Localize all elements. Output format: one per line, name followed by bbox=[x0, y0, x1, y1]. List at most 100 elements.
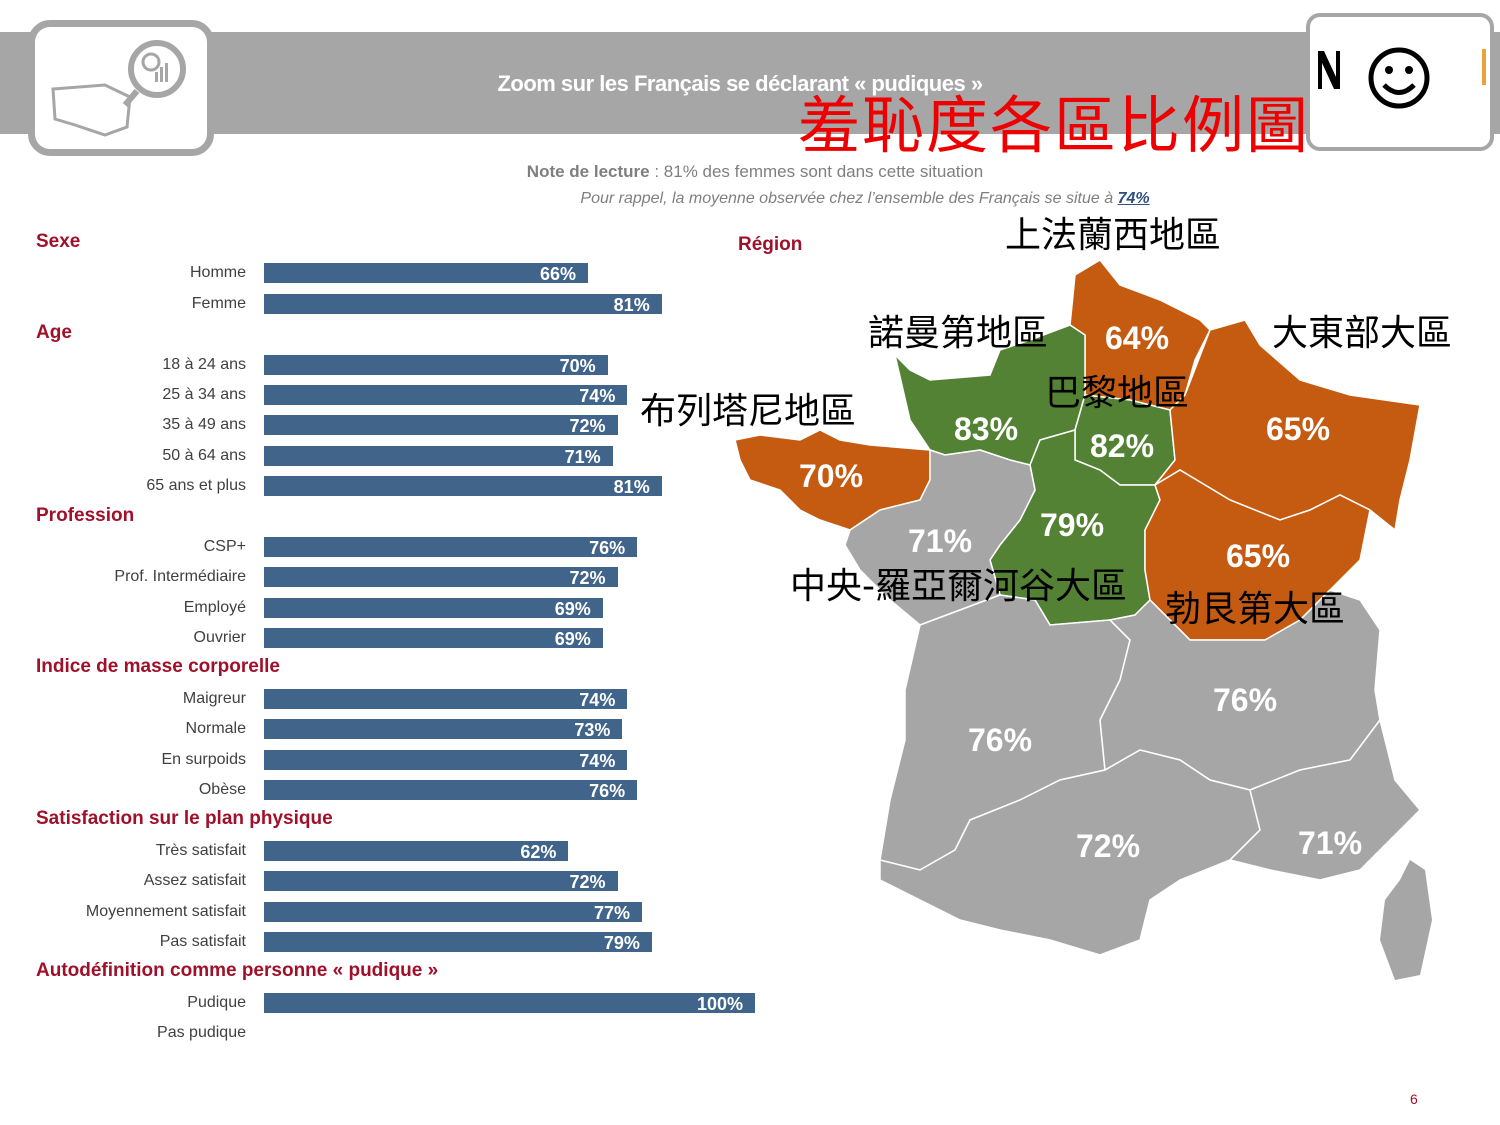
group-heading: Indice de masse corporelle bbox=[36, 656, 280, 678]
category-label: Maigreur bbox=[182, 689, 246, 707]
bar-value-label: 81% bbox=[613, 294, 650, 315]
bar-row: Ouvrier 69% bbox=[0, 623, 780, 653]
bar: 62% bbox=[264, 840, 569, 862]
reminder-text: Pour rappel, la moyenne observée chez l’… bbox=[580, 190, 1118, 207]
brand-accent-bar bbox=[1482, 49, 1486, 85]
bar: 72% bbox=[264, 567, 618, 589]
page-number: 6 bbox=[1410, 1091, 1418, 1107]
bar-value-label: 81% bbox=[613, 477, 650, 498]
category-label: Pudique bbox=[187, 993, 246, 1011]
category-label: Homme bbox=[189, 264, 246, 282]
bar: 81% bbox=[264, 293, 662, 315]
group-row: Profession bbox=[0, 502, 780, 532]
note-text: : 81% des femmes sont dans cette situati… bbox=[649, 162, 984, 181]
category-label: Pas pudique bbox=[157, 1024, 246, 1042]
region-value-label: 65% bbox=[1265, 411, 1331, 447]
region-annotation: 諾曼第地區 bbox=[868, 313, 1049, 354]
region-annotation: 大東部大區 bbox=[1272, 313, 1453, 354]
bar: 69% bbox=[264, 597, 603, 619]
group-heading: Profession bbox=[36, 504, 135, 526]
category-label: 35 à 49 ans bbox=[162, 416, 246, 434]
bar: 72% bbox=[264, 415, 618, 437]
bar-row: Pudique 100% bbox=[0, 988, 780, 1018]
bar-value-label: 100% bbox=[696, 993, 743, 1014]
category-label: 50 à 64 ans bbox=[162, 446, 246, 464]
category-label: CSP+ bbox=[203, 537, 246, 555]
bar: 74% bbox=[264, 688, 628, 710]
bar: 76% bbox=[264, 536, 638, 558]
bar-value-label: 69% bbox=[554, 598, 591, 619]
bar-value-label: 70% bbox=[559, 355, 596, 376]
group-row: Sexe bbox=[0, 228, 780, 258]
region-pac bbox=[1228, 718, 1422, 881]
category-label: Prof. Intermédiaire bbox=[114, 568, 246, 586]
bar-row: Normale 73% bbox=[0, 714, 780, 744]
magnifier-icon bbox=[51, 40, 186, 137]
region-value-label: 76% bbox=[1212, 682, 1278, 718]
bar: 100% bbox=[264, 992, 755, 1014]
bar-value-label: 72% bbox=[569, 568, 606, 589]
group-row: Autodéfinition comme personne « pudique … bbox=[0, 957, 780, 987]
bar-value-label: 73% bbox=[574, 720, 611, 741]
bar: 69% bbox=[264, 628, 603, 650]
brand-n-logo bbox=[1318, 51, 1340, 89]
group-heading: Autodéfinition comme personne « pudique … bbox=[36, 960, 439, 982]
category-label: Très satisfait bbox=[155, 841, 246, 859]
region-pdl bbox=[844, 448, 1036, 626]
bar: 73% bbox=[264, 719, 623, 741]
bar-value-label: 76% bbox=[589, 781, 626, 802]
smiley-icon bbox=[1368, 47, 1430, 109]
bar: 66% bbox=[264, 263, 589, 285]
average-value-link[interactable]: 74% bbox=[1117, 190, 1150, 207]
region-value-label: 71% bbox=[1297, 825, 1363, 861]
bar-row: Pas satisfait 79% bbox=[0, 927, 780, 957]
bar: 81% bbox=[264, 476, 662, 498]
bar-row: 50 à 64 ans 71% bbox=[0, 441, 780, 471]
bar-value-label: 66% bbox=[540, 264, 577, 285]
category-label: En surpoids bbox=[161, 750, 247, 768]
region-value-label: 82% bbox=[1089, 428, 1155, 464]
region-occ bbox=[879, 749, 1261, 956]
brand-logo bbox=[1306, 13, 1494, 151]
category-label: Pas satisfait bbox=[159, 932, 246, 950]
region-value-label: 65% bbox=[1225, 538, 1291, 574]
category-label: Femme bbox=[191, 294, 246, 312]
region-annotation: 上法蘭西地區 bbox=[1005, 215, 1222, 256]
title-banner bbox=[0, 32, 1500, 134]
bar-row: Moyennement satisfait 77% bbox=[0, 897, 780, 927]
region-heading: Région bbox=[738, 234, 803, 255]
category-label: 65 ans et plus bbox=[146, 477, 246, 495]
bar-value-label: 72% bbox=[569, 416, 606, 437]
region-value-label: 76% bbox=[967, 722, 1033, 758]
bar-value-label: 69% bbox=[554, 629, 591, 650]
group-heading: Satisfaction sur le plan physique bbox=[36, 808, 333, 830]
note-label: Note de lecture bbox=[526, 162, 650, 181]
category-label: Employé bbox=[183, 598, 246, 616]
group-row: Indice de masse corporelle bbox=[0, 653, 780, 683]
group-heading: Sexe bbox=[36, 231, 81, 252]
region-value-label: 72% bbox=[1075, 828, 1141, 864]
region-value-label: 64% bbox=[1104, 320, 1170, 356]
bar-row: Homme 66% bbox=[0, 258, 780, 288]
bar-row: Prof. Intermédiaire 72% bbox=[0, 562, 780, 592]
region-value-label: 71% bbox=[907, 523, 973, 559]
category-label: 18 à 24 ans bbox=[162, 355, 246, 373]
slide-title: Zoom sur les Français se déclarant « pud… bbox=[497, 71, 983, 96]
category-label: Assez satisfait bbox=[143, 872, 246, 890]
region-corse bbox=[1380, 860, 1432, 980]
annotation-title: 羞恥度各區比例圖 bbox=[798, 89, 1311, 162]
bar-value-label: 77% bbox=[594, 902, 631, 923]
bar: 74% bbox=[264, 384, 628, 406]
region-annotation: 中央-羅亞爾河谷大區 bbox=[790, 566, 1127, 607]
magnifier-hand-logo bbox=[28, 20, 214, 156]
bar-row: Pas pudique bbox=[0, 1018, 780, 1048]
category-label: Obèse bbox=[198, 781, 246, 799]
bar-row: Assez satisfait 72% bbox=[0, 866, 780, 896]
bar-value-label: 71% bbox=[564, 446, 601, 467]
group-heading: Age bbox=[36, 322, 72, 344]
bar-row: Maigreur 74% bbox=[0, 684, 780, 714]
bar-row: 25 à 34 ans 74% bbox=[0, 380, 780, 410]
category-label: Normale bbox=[185, 720, 246, 738]
region-value-label: 79% bbox=[1039, 507, 1105, 543]
